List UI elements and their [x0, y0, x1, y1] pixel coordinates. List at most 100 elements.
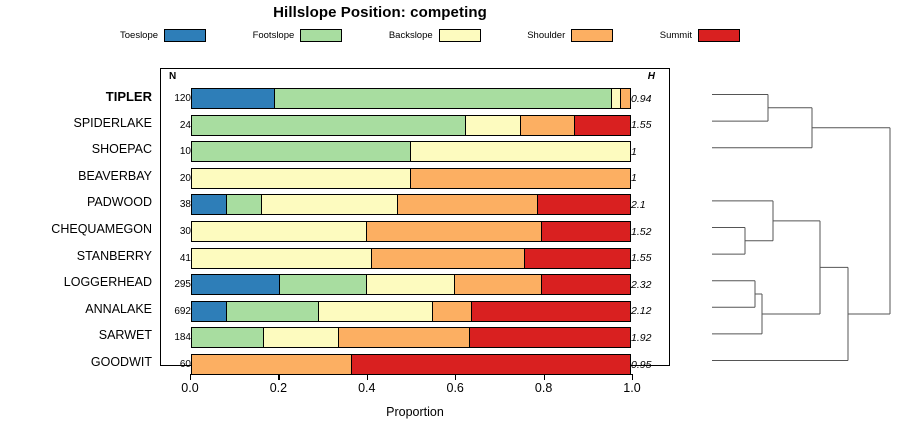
category-label-loggerhead[interactable]: LOGGERHEAD	[63, 275, 152, 290]
bar-segment-shoulder[interactable]	[411, 168, 630, 188]
x-tick-label: 0.4	[358, 381, 376, 395]
row-h-value: 2.12	[631, 305, 652, 318]
bar-segment-shoulder[interactable]	[371, 248, 525, 268]
x-tick-label: 0.6	[446, 381, 464, 395]
x-tick-label: 0.0	[181, 381, 199, 395]
bar-segment-shoulder[interactable]	[367, 222, 543, 241]
stacked-bar[interactable]	[191, 247, 631, 269]
stacked-bar[interactable]	[191, 274, 631, 296]
legend-swatch-icon	[697, 28, 740, 42]
legend-swatch-icon	[438, 28, 481, 42]
x-tick	[190, 374, 192, 380]
x-axis: 0.0 0.2 0.4 0.6 0.8 1.0	[160, 366, 670, 406]
bar-row: 30 1.52	[161, 218, 669, 245]
bar-segment-footslope[interactable]	[227, 195, 263, 215]
bar-segment-backslope[interactable]	[465, 115, 521, 135]
category-label-shoepac[interactable]: SHOEPAC	[91, 142, 152, 157]
bar-segment-summit[interactable]	[351, 355, 630, 374]
bar-segment-backslope[interactable]	[192, 248, 372, 268]
stacked-bar[interactable]	[191, 221, 631, 242]
bar-segment-backslope[interactable]	[411, 142, 630, 162]
bar-segment-shoulder[interactable]	[192, 355, 352, 374]
legend-item-footslope[interactable]: Footslope	[252, 28, 343, 42]
stacked-bar[interactable]	[191, 327, 631, 349]
x-tick-label: 0.2	[269, 381, 288, 395]
bar-row: 692 2.12	[161, 298, 669, 325]
row-n-value: 20	[179, 172, 191, 184]
bar-segment-toeslope[interactable]	[192, 301, 228, 321]
category-label-goodwit[interactable]: GOODWIT	[90, 355, 152, 369]
bar-row: 41 1.55	[161, 245, 669, 272]
bar-segment-footslope[interactable]	[227, 301, 319, 321]
legend-item-label: Footslope	[252, 29, 295, 41]
bar-segment-footslope[interactable]	[279, 275, 368, 295]
bar-segment-footslope[interactable]	[192, 328, 265, 348]
row-h-value: 0.94	[631, 92, 652, 105]
stacked-bar[interactable]	[191, 114, 631, 136]
bar-segment-summit[interactable]	[472, 301, 630, 321]
bar-segment-summit[interactable]	[575, 115, 630, 135]
bar-segment-backslope[interactable]	[192, 168, 411, 188]
row-h-value: 1.92	[631, 331, 652, 344]
row-h-value: 1.52	[631, 225, 652, 238]
bar-segment-backslope[interactable]	[612, 89, 622, 108]
bar-segment-shoulder[interactable]	[454, 275, 543, 295]
legend-item-label: Backslope	[388, 29, 433, 41]
category-label-spiderlake[interactable]: SPIDERLAKE	[73, 115, 152, 130]
bar-segment-shoulder[interactable]	[432, 301, 473, 321]
category-label-tipler[interactable]: TIPLER	[105, 89, 152, 104]
stacked-bar[interactable]	[191, 88, 631, 109]
row-n-value: 41	[179, 252, 191, 264]
stacked-bar[interactable]	[191, 194, 631, 216]
bar-segment-backslope[interactable]	[319, 301, 433, 321]
bar-segment-backslope[interactable]	[367, 275, 455, 295]
category-label-stanberry[interactable]: STANBERRY	[76, 248, 152, 263]
bar-segment-footslope[interactable]	[275, 89, 613, 108]
bar-row: 120 0.94	[161, 85, 669, 112]
stacked-bar[interactable]	[191, 141, 631, 163]
row-h-value: 1.55	[631, 252, 652, 265]
legend-item-summit[interactable]: Summit	[659, 28, 740, 42]
category-label-annalake[interactable]: ANNALAKE	[85, 301, 152, 316]
bar-segment-footslope[interactable]	[192, 142, 411, 162]
legend-item-backslope[interactable]: Backslope	[388, 28, 481, 42]
category-label-beaverbay[interactable]: BEAVERBAY	[78, 168, 152, 183]
row-h-value: 0.95	[631, 358, 652, 371]
bar-segment-summit[interactable]	[470, 328, 630, 348]
stacked-bar[interactable]	[191, 300, 631, 322]
bar-segment-shoulder[interactable]	[621, 89, 630, 108]
bar-segment-toeslope[interactable]	[192, 195, 228, 215]
bar-segment-shoulder[interactable]	[338, 328, 471, 348]
x-tick	[632, 374, 634, 380]
bar-segment-backslope[interactable]	[264, 328, 339, 348]
row-h-value: 1	[631, 145, 637, 158]
x-tick	[455, 374, 457, 380]
row-n-value: 60	[179, 359, 191, 370]
row-n-value: 295	[174, 279, 191, 291]
plot-area: N H 120 0.94 24 1.55 10 1 20 1 38 2.1 30 1.52 41 1.55…	[160, 68, 670, 375]
bar-row: 20 1	[161, 165, 669, 192]
legend-swatch-icon	[164, 28, 207, 42]
legend-item-shoulder[interactable]: Shoulder	[527, 28, 614, 42]
legend-item-label: Summit	[659, 29, 692, 41]
bar-segment-toeslope[interactable]	[192, 275, 280, 295]
stacked-bar[interactable]	[191, 167, 631, 189]
bar-row: 184 1.92	[161, 324, 669, 351]
category-label-padwood[interactable]: PADWOOD	[86, 195, 152, 210]
bar-row: 38 2.1	[161, 191, 669, 218]
category-label-sarwet[interactable]: SARWET	[98, 328, 152, 343]
bar-segment-toeslope[interactable]	[192, 89, 276, 108]
bar-segment-summit[interactable]	[542, 275, 630, 295]
bar-segment-summit[interactable]	[524, 248, 630, 268]
category-label-chequamegon[interactable]: CHEQUAMEGON	[51, 222, 152, 236]
x-axis-line	[190, 374, 632, 376]
bar-segment-summit[interactable]	[537, 195, 630, 215]
bar-segment-backslope[interactable]	[262, 195, 398, 215]
bar-segment-backslope[interactable]	[192, 222, 368, 241]
bar-row: 295 2.32	[161, 271, 669, 298]
bar-segment-summit[interactable]	[542, 222, 630, 241]
bar-segment-shoulder[interactable]	[520, 115, 576, 135]
bar-segment-shoulder[interactable]	[397, 195, 538, 215]
bar-segment-footslope[interactable]	[192, 115, 466, 135]
legend-item-toeslope[interactable]: Toeslope	[120, 28, 207, 42]
